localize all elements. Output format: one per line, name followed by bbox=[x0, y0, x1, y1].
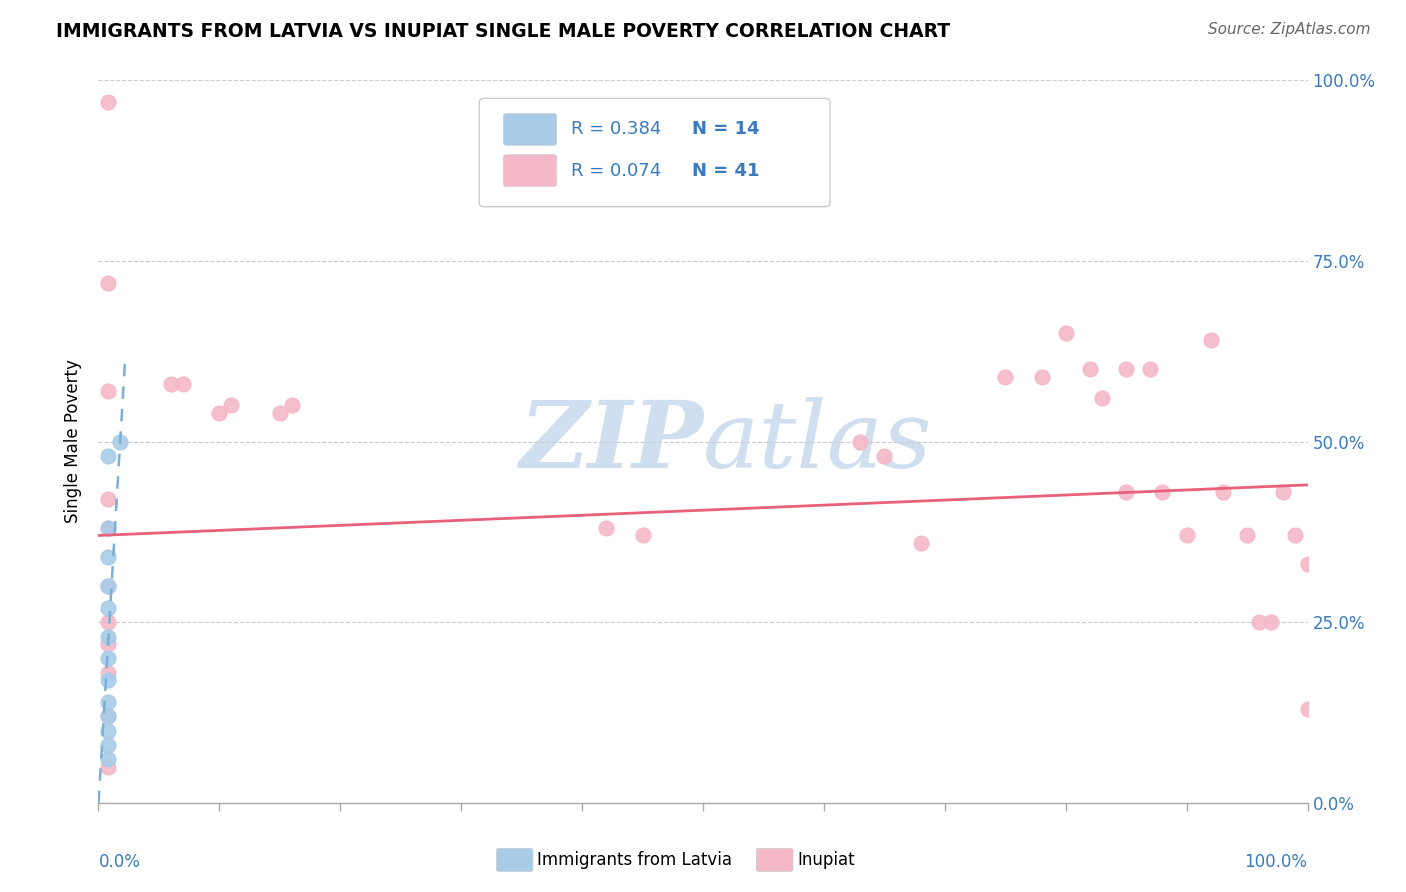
Point bbox=[1236, 528, 1258, 542]
Point bbox=[97, 579, 120, 593]
Text: ZIP: ZIP bbox=[519, 397, 703, 486]
Point bbox=[97, 709, 120, 723]
Text: atlas: atlas bbox=[703, 397, 932, 486]
Point bbox=[208, 406, 231, 420]
Text: N = 41: N = 41 bbox=[692, 161, 759, 179]
Point bbox=[97, 752, 120, 766]
Text: Immigrants from Latvia: Immigrants from Latvia bbox=[537, 851, 733, 869]
Text: 0.0%: 0.0% bbox=[98, 854, 141, 871]
Point bbox=[97, 738, 120, 752]
Point bbox=[1078, 362, 1101, 376]
Point bbox=[1260, 615, 1282, 630]
Point bbox=[1115, 485, 1137, 500]
Point bbox=[1284, 528, 1306, 542]
Point bbox=[172, 376, 194, 391]
Point bbox=[97, 95, 120, 109]
Point bbox=[97, 651, 120, 665]
Text: Inupiat: Inupiat bbox=[797, 851, 855, 869]
Point bbox=[1199, 334, 1222, 348]
Point bbox=[1031, 369, 1053, 384]
Point bbox=[269, 406, 291, 420]
Text: 100.0%: 100.0% bbox=[1244, 854, 1308, 871]
Point bbox=[97, 673, 120, 687]
Text: R = 0.384: R = 0.384 bbox=[571, 120, 662, 138]
Point bbox=[97, 615, 120, 630]
Point bbox=[281, 398, 304, 412]
Point bbox=[97, 695, 120, 709]
Point bbox=[97, 521, 120, 535]
FancyBboxPatch shape bbox=[503, 113, 557, 145]
Point bbox=[595, 521, 617, 535]
Point bbox=[108, 434, 131, 449]
Point bbox=[221, 398, 243, 412]
Point bbox=[1139, 362, 1161, 376]
Point bbox=[1115, 362, 1137, 376]
Point bbox=[994, 369, 1017, 384]
FancyBboxPatch shape bbox=[479, 98, 830, 207]
Point bbox=[1296, 702, 1319, 716]
Point bbox=[97, 521, 120, 535]
Point bbox=[849, 434, 872, 449]
Point bbox=[1054, 326, 1077, 340]
Point bbox=[1212, 485, 1234, 500]
FancyBboxPatch shape bbox=[503, 154, 557, 186]
Text: Source: ZipAtlas.com: Source: ZipAtlas.com bbox=[1208, 22, 1371, 37]
Y-axis label: Single Male Poverty: Single Male Poverty bbox=[65, 359, 83, 524]
Point bbox=[1249, 615, 1271, 630]
Text: IMMIGRANTS FROM LATVIA VS INUPIAT SINGLE MALE POVERTY CORRELATION CHART: IMMIGRANTS FROM LATVIA VS INUPIAT SINGLE… bbox=[56, 22, 950, 41]
Point bbox=[1175, 528, 1198, 542]
Text: R = 0.074: R = 0.074 bbox=[571, 161, 661, 179]
Point bbox=[97, 723, 120, 738]
Point bbox=[97, 449, 120, 463]
Point bbox=[160, 376, 183, 391]
Point bbox=[97, 709, 120, 723]
Point bbox=[1272, 485, 1295, 500]
Point bbox=[97, 630, 120, 644]
Point bbox=[1296, 558, 1319, 572]
Point bbox=[97, 492, 120, 507]
Point bbox=[97, 760, 120, 774]
Point bbox=[97, 637, 120, 651]
Point bbox=[910, 535, 932, 549]
Point bbox=[97, 550, 120, 565]
Point bbox=[97, 665, 120, 680]
Point bbox=[97, 600, 120, 615]
Point bbox=[873, 449, 896, 463]
Point bbox=[1091, 391, 1114, 405]
Point bbox=[631, 528, 654, 542]
Point bbox=[1152, 485, 1174, 500]
Point bbox=[97, 276, 120, 290]
Text: N = 14: N = 14 bbox=[692, 120, 759, 138]
Point bbox=[97, 384, 120, 398]
Point bbox=[97, 579, 120, 593]
